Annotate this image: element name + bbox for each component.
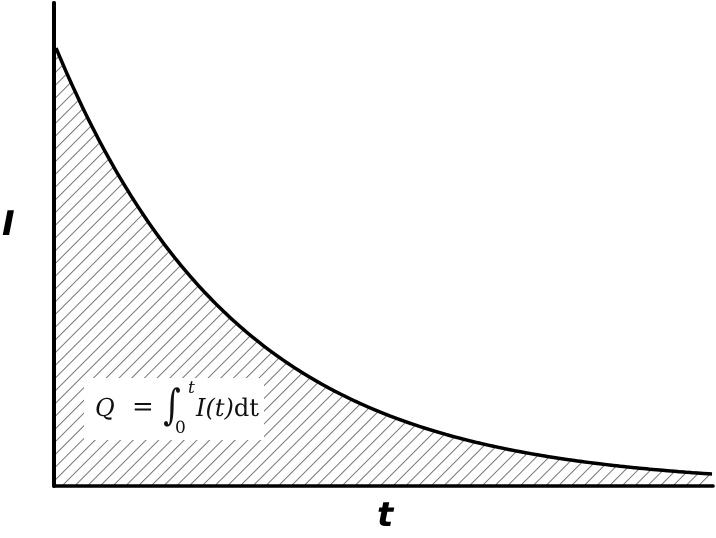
hatched-area-under-curve — [54, 48, 712, 486]
formula-lhs: Q — [95, 394, 115, 422]
charge-integral-annotation: Q = ∫ t 0 I(t)dt — [84, 378, 264, 440]
differential: dt — [233, 394, 259, 422]
y-axis-label: I — [2, 204, 15, 244]
x-axis-label: t — [377, 495, 394, 535]
integral-lower-limit: 0 — [175, 418, 186, 438]
integrand: I(t) — [196, 394, 234, 422]
integral-sign: ∫ — [163, 380, 181, 429]
formula-equals: = — [132, 392, 154, 422]
integral-upper-limit: t — [188, 378, 195, 398]
decay-curve — [54, 47, 713, 476]
